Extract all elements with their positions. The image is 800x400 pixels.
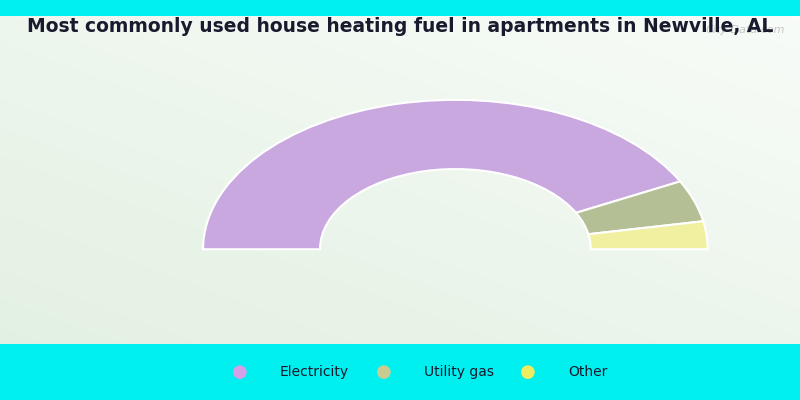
Text: Utility gas: Utility gas: [424, 365, 494, 379]
Wedge shape: [576, 182, 703, 234]
Text: Most commonly used house heating fuel in apartments in Newville, AL: Most commonly used house heating fuel in…: [27, 16, 773, 36]
Text: ●: ●: [376, 363, 392, 381]
Wedge shape: [588, 221, 708, 249]
Text: City-Data.com: City-Data.com: [705, 25, 785, 35]
Text: Electricity: Electricity: [280, 365, 349, 379]
Text: ●: ●: [232, 363, 248, 381]
Text: Other: Other: [568, 365, 607, 379]
Text: ●: ●: [520, 363, 536, 381]
Wedge shape: [203, 100, 680, 249]
